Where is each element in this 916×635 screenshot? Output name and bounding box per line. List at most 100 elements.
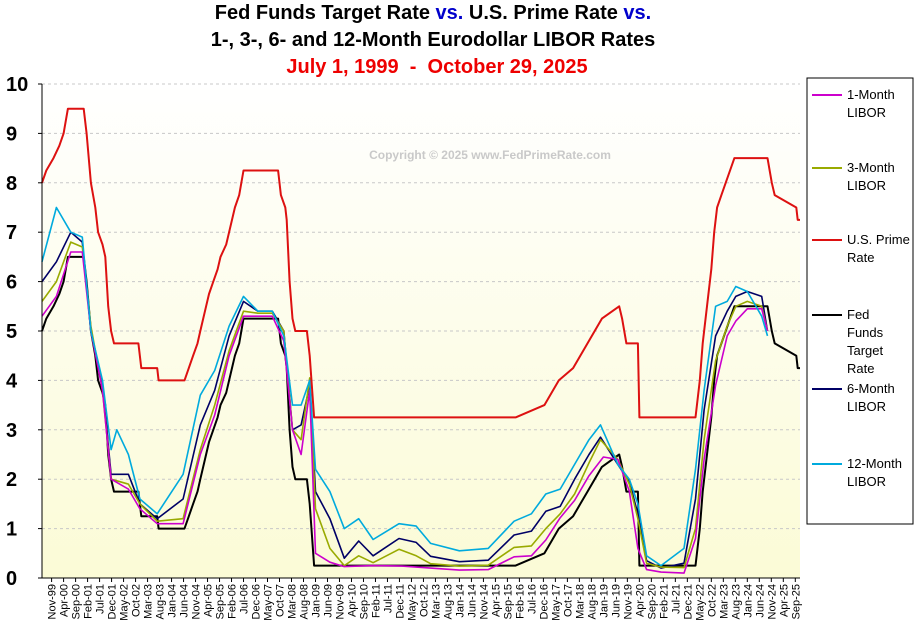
chart-date-range: July 1, 1999 - October 29, 2025 xyxy=(286,56,587,78)
x-tick-label: Aug-08 xyxy=(298,584,310,619)
x-tick-label: May-22 xyxy=(694,584,706,621)
x-tick-label: Feb-16 xyxy=(514,584,526,619)
grid-lines xyxy=(42,83,800,530)
series-line-u-s-prime-rate xyxy=(41,107,800,419)
x-tick-label: Sep-20 xyxy=(646,584,658,619)
x-tick-label: Jan-14 xyxy=(454,584,466,618)
x-tick-label: Aug-13 xyxy=(442,584,454,619)
y-tick-label: 6 xyxy=(6,272,17,294)
legend-label-12-month-libor: LIBOR xyxy=(847,474,886,489)
x-tick-label: Jun-24 xyxy=(754,584,766,618)
series-lines xyxy=(41,107,800,574)
x-tick-label: Mar-03 xyxy=(143,584,155,619)
legend-label-1-month-libor: 1-Month xyxy=(847,87,895,102)
x-tick-label: Feb-01 xyxy=(83,584,95,619)
series-line-12-month-libor xyxy=(41,206,769,567)
y-tick-label: 2 xyxy=(6,469,17,491)
x-tick-label: Dec-01 xyxy=(107,584,119,619)
x-tick-label: Nov-04 xyxy=(191,584,203,619)
chart-title-line1: Fed Funds Target Rate vs. U.S. Prime Rat… xyxy=(215,2,651,24)
x-tick-label: Jun-19 xyxy=(610,584,622,618)
x-tick-label: Aug-23 xyxy=(730,584,742,619)
y-tick-label: 5 xyxy=(6,321,17,343)
x-tick-label: Jan-09 xyxy=(310,584,322,618)
x-tick-label: Sep-05 xyxy=(215,584,227,619)
x-tick-label: Nov-19 xyxy=(622,584,634,619)
x-tick-label: Sep-00 xyxy=(71,584,83,619)
x-tick-label: May-12 xyxy=(406,584,418,621)
x-tick-label: Apr-20 xyxy=(634,584,646,617)
x-tick-label: Jan-19 xyxy=(598,584,610,618)
legend-label-fed-funds-target-rate: Funds xyxy=(847,325,884,340)
x-tick-label: Feb-11 xyxy=(370,584,382,618)
x-tick-label: Sep-10 xyxy=(358,584,370,619)
legend: 1-Month LIBOR 3-Month LIBOR U.S. Prime Rate Fe… xyxy=(812,87,910,489)
x-tick-label: Jul-01 xyxy=(95,584,107,614)
series-line-6-month-libor xyxy=(41,231,769,569)
legend-label-fed-funds-target-rate: Rate xyxy=(847,361,874,376)
series-line-1-month-libor xyxy=(41,251,769,574)
y-tick-label: 10 xyxy=(6,74,28,96)
x-tick-label: Jul-21 xyxy=(670,584,682,614)
x-tick-label: Apr-00 xyxy=(59,584,71,617)
legend-label-3-month-libor: 3-Month xyxy=(847,160,895,175)
x-tick-label: Sep-25 xyxy=(790,584,802,619)
x-tick-label: Feb-06 xyxy=(227,584,239,619)
legend-label-fed-funds-target-rate: Fed xyxy=(847,307,869,322)
x-tick-label: Dec-21 xyxy=(682,584,694,619)
x-tick-label: Mar-23 xyxy=(718,584,730,619)
x-tick-label: Oct-17 xyxy=(562,584,574,617)
x-tick-label: Jun-09 xyxy=(322,584,334,618)
x-tick-label: May-17 xyxy=(550,584,562,621)
x-tick-label: Jul-16 xyxy=(526,584,538,614)
x-tick-label: Apr-10 xyxy=(346,584,358,617)
x-tick-label: Dec-06 xyxy=(251,584,263,619)
series-line-3-month-libor xyxy=(41,241,769,569)
x-tick-label: Jun-04 xyxy=(179,584,191,618)
x-tick-label: Mar-18 xyxy=(574,584,586,619)
y-tick-label: 3 xyxy=(6,420,17,442)
x-tick-label: Dec-16 xyxy=(538,584,550,619)
x-tick-label: May-07 xyxy=(263,584,275,621)
x-tick-label: Sep-15 xyxy=(502,584,514,619)
x-tick-label: Jan-24 xyxy=(742,584,754,618)
x-tick-label: Apr-25 xyxy=(778,584,790,617)
y-tick-label: 0 xyxy=(6,568,17,590)
x-tick-label: Oct-07 xyxy=(275,584,287,617)
y-tick-label: 7 xyxy=(6,222,17,244)
x-tick-label: Jul-06 xyxy=(239,584,251,614)
x-tick-label: Nov-99 xyxy=(47,584,59,619)
x-tick-label: Oct-22 xyxy=(706,584,718,617)
x-tick-label: Apr-15 xyxy=(490,584,502,617)
y-tick-label: 9 xyxy=(6,123,17,145)
x-tick-label: Oct-02 xyxy=(131,584,143,617)
x-tick-label: Jul-11 xyxy=(382,584,394,613)
x-tick-label: Feb-21 xyxy=(658,584,670,619)
legend-label-fed-funds-target-rate: Target xyxy=(847,343,884,358)
x-tick-label: Aug-18 xyxy=(586,584,598,619)
chart-title-line2: 1-, 3-, 6- and 12-Month Eurodollar LIBOR… xyxy=(211,29,656,51)
legend-label-1-month-libor: LIBOR xyxy=(847,105,886,120)
x-tick-label: Jan-04 xyxy=(167,584,179,618)
y-tick-label: 4 xyxy=(6,370,18,392)
x-tick-label: May-02 xyxy=(119,584,131,621)
legend-box xyxy=(806,77,914,525)
x-tick-label: Nov-09 xyxy=(334,584,346,619)
x-tick-label: Apr-05 xyxy=(203,584,215,617)
x-tick-label: Nov-24 xyxy=(766,584,778,619)
x-tick-label: Mar-13 xyxy=(430,584,442,619)
x-tick-label: Aug-03 xyxy=(155,584,167,619)
x-tick-label: Dec-11 xyxy=(394,584,406,619)
legend-label-u-s-prime-rate: U.S. Prime xyxy=(847,232,910,247)
legend-label-12-month-libor: 12-Month xyxy=(847,456,902,471)
legend-label-3-month-libor: LIBOR xyxy=(847,178,886,193)
legend-label-6-month-libor: 6-Month xyxy=(847,381,895,396)
x-axis-ticks: Nov-99 Apr-00 Sep-00 Feb-01 Jul-01 Dec-01 May-… xyxy=(47,578,802,621)
y-axis-ticks: 0 1 2 3 4 5 6 7 8 9 10 xyxy=(6,74,42,590)
x-tick-label: Nov-14 xyxy=(478,584,490,619)
x-tick-label: Jun-14 xyxy=(466,584,478,618)
copyright-watermark: Copyright © 2025 www.FedPrimeRate.com xyxy=(369,148,611,162)
x-tick-label: Mar-08 xyxy=(286,584,298,619)
legend-label-u-s-prime-rate: Rate xyxy=(847,250,874,265)
